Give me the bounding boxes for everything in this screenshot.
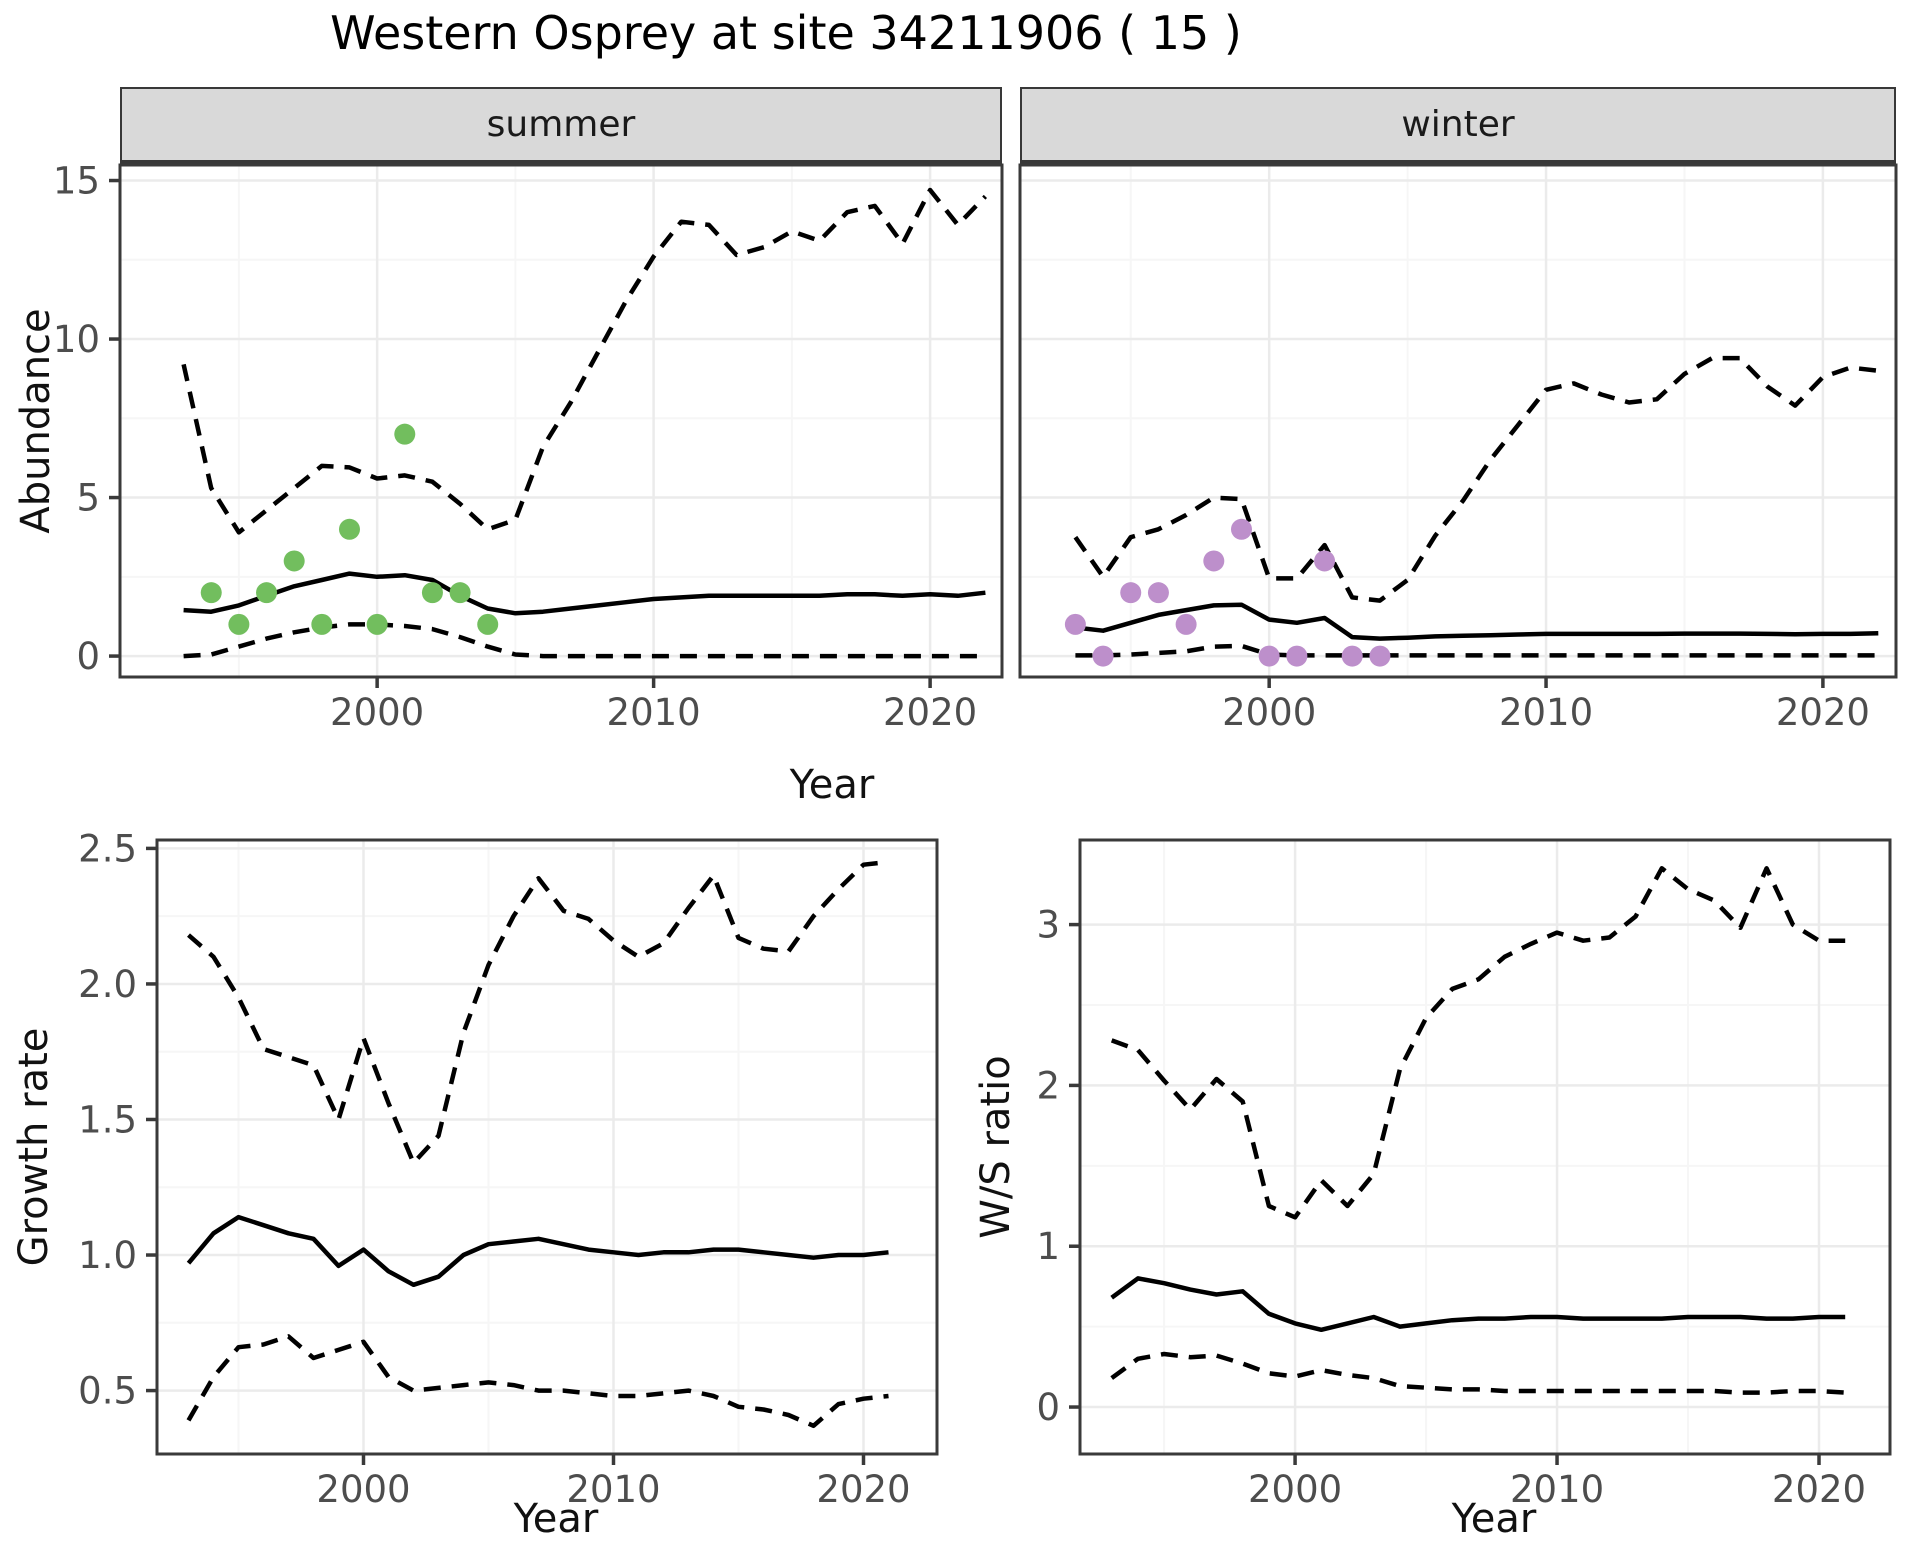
observation-point <box>1147 582 1169 604</box>
panel-abundance-summer: 2000 2010 2020 0 5 10 15 <box>53 160 1004 734</box>
x-tick-label: 2000 <box>1248 1468 1342 1511</box>
y-tick-label: 1.5 <box>78 1098 137 1141</box>
panel-ws-ratio: 2000 2010 2020 0 1 2 3 <box>1036 838 1892 1511</box>
series-lower_95ci <box>1110 1351 1846 1395</box>
facet-strip-winter-label: winter <box>1401 104 1515 145</box>
observation-point <box>449 582 471 604</box>
x-tick-label: 2010 <box>566 1468 660 1511</box>
y-axis-title-ws-ratio: W/S ratio <box>973 1055 1019 1239</box>
facet-strip-summer: summer <box>120 87 1002 165</box>
x-tick-label: 2010 <box>1499 691 1593 734</box>
panel-border <box>155 838 939 1456</box>
x-tick-label: 2010 <box>1510 1468 1604 1511</box>
series-upper_95ci <box>1073 355 1879 603</box>
y-tick-label: 15 <box>53 160 100 203</box>
series-lower_95ci <box>186 1334 889 1429</box>
panel-border <box>1078 838 1892 1456</box>
y-tick-label: 2.5 <box>78 827 137 870</box>
y-tick-label: 0 <box>1036 1386 1060 1429</box>
observation-point <box>394 423 416 445</box>
observation-point <box>311 613 333 635</box>
x-tick-label: 2020 <box>1776 691 1870 734</box>
y-tick-label: 0 <box>76 635 100 678</box>
y-tick-label: 1 <box>1036 1225 1060 1268</box>
observation-point <box>228 613 250 635</box>
x-tick-label: 2020 <box>883 691 977 734</box>
panel-growth-rate: 2000 2010 2020 0.5 1.0 1.5 2.0 2.5 <box>78 827 939 1511</box>
facet-strip-summer-label: summer <box>486 104 636 145</box>
series-median <box>1075 602 1879 641</box>
observation-point <box>1230 518 1252 540</box>
facet-strip-winter: winter <box>1020 87 1896 165</box>
y-tick-label: 1.0 <box>78 1234 137 1277</box>
panel-border <box>118 163 1004 679</box>
observation-point <box>256 582 278 604</box>
x-tick-label: 2000 <box>1222 691 1316 734</box>
y-axis-title-abundance: Abundance <box>13 308 59 534</box>
panel-abundance-winter: 2000 2010 2020 <box>1018 163 1898 734</box>
observation-point <box>477 613 499 635</box>
series-upper_95ci <box>1110 866 1846 1220</box>
panel-border <box>1018 163 1898 679</box>
series-upper_95ci <box>181 187 988 535</box>
x-tick-label: 2000 <box>316 1468 410 1511</box>
plot-title: Western Osprey at site 34211906 ( 15 ) <box>330 6 1242 60</box>
y-tick-label: 5 <box>76 477 100 520</box>
observation-point <box>200 582 222 604</box>
series-median <box>1110 1276 1846 1333</box>
x-axis-title-ws: Year <box>1451 1496 1537 1542</box>
series-median <box>186 1214 889 1288</box>
y-tick-label: 10 <box>53 318 100 361</box>
series-lower_95ci <box>1075 643 1879 658</box>
observation-point <box>283 550 305 572</box>
observation-point <box>366 613 388 635</box>
observation-point <box>1341 645 1363 667</box>
observation-point <box>338 518 360 540</box>
series-median <box>183 571 986 616</box>
observation-point <box>1175 613 1197 635</box>
x-tick-label: 2020 <box>816 1468 910 1511</box>
y-tick-label: 0.5 <box>78 1370 137 1413</box>
y-axis-title-growth-rate: Growth rate <box>11 1027 57 1267</box>
observation-point <box>1286 645 1308 667</box>
observation-point <box>1203 550 1225 572</box>
series-upper_95ci <box>187 859 889 1166</box>
y-tick-label: 2.0 <box>78 963 137 1006</box>
observation-point <box>1314 550 1336 572</box>
y-tick-label: 3 <box>1036 904 1060 947</box>
series-lower_95ci <box>183 622 986 659</box>
x-tick-label: 2020 <box>1772 1468 1866 1511</box>
observation-point <box>421 582 443 604</box>
x-tick-label: 2000 <box>330 691 424 734</box>
y-tick-label: 2 <box>1036 1064 1060 1107</box>
observation-point <box>1092 645 1114 667</box>
observation-point <box>1064 613 1086 635</box>
observation-point <box>1120 582 1142 604</box>
observation-point <box>1258 645 1280 667</box>
observation-point <box>1369 645 1391 667</box>
x-tick-label: 2010 <box>607 691 701 734</box>
x-axis-title-growth: Year <box>513 1496 599 1542</box>
x-axis-title-top: Year <box>789 762 875 808</box>
